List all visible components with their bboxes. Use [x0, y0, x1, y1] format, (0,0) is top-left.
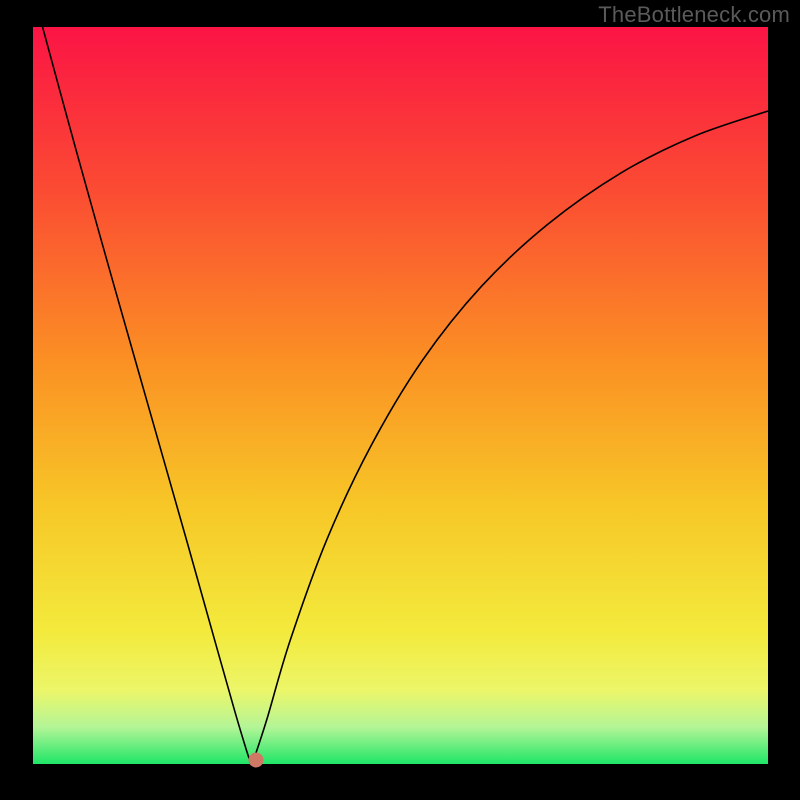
chart-plot-area — [33, 27, 768, 764]
optimal-point-marker — [248, 752, 263, 767]
watermark-text: TheBottleneck.com — [598, 2, 790, 28]
